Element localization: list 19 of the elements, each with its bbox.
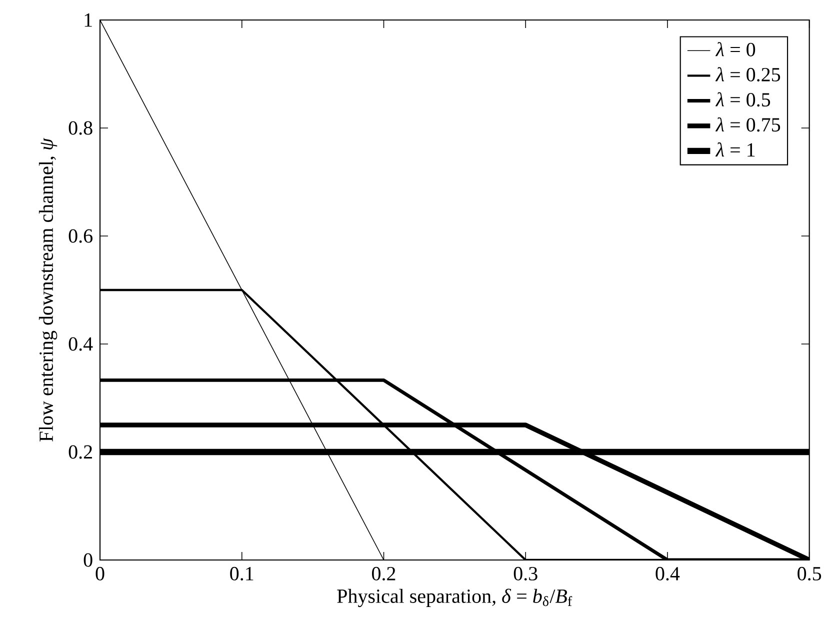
- x-tick-label: 0.1: [230, 566, 254, 581]
- x-tick-label: 0.4: [656, 566, 680, 581]
- y-tick-label: 0: [84, 553, 92, 567]
- y-tick-label: 0.4: [68, 337, 93, 351]
- y-tick-label: 1: [84, 13, 92, 27]
- x-tick-label: 0.3: [514, 566, 538, 581]
- legend-label: λ = 0: [715, 42, 756, 56]
- y-tick-label: 0.2: [68, 445, 92, 459]
- y-tick-label: 0.8: [68, 121, 92, 135]
- legend-label: λ = 0.25: [715, 67, 780, 82]
- y-tick-label: 0.6: [68, 229, 92, 243]
- legend-label: λ = 0.5: [715, 92, 770, 107]
- legend-label: λ = 1: [715, 142, 755, 156]
- x-axis-title: Physical separation, δ = b$_{δ}$/B$_{f}$: [337, 588, 572, 608]
- x-tick-label: 0: [96, 566, 104, 580]
- x-tick-label: 0.5: [798, 566, 822, 581]
- legend-label: λ = 0.75: [715, 117, 780, 132]
- y-axis-title: Flow entering downstream channel, ψ: [38, 138, 58, 442]
- x-tick-label: 0.2: [372, 566, 396, 581]
